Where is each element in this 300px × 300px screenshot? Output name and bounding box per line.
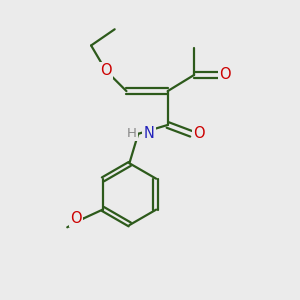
Text: O: O: [70, 211, 82, 226]
Text: O: O: [219, 68, 231, 82]
Text: O: O: [193, 126, 204, 141]
Text: N: N: [143, 126, 155, 141]
Text: O: O: [100, 63, 112, 78]
Text: H: H: [127, 127, 137, 140]
